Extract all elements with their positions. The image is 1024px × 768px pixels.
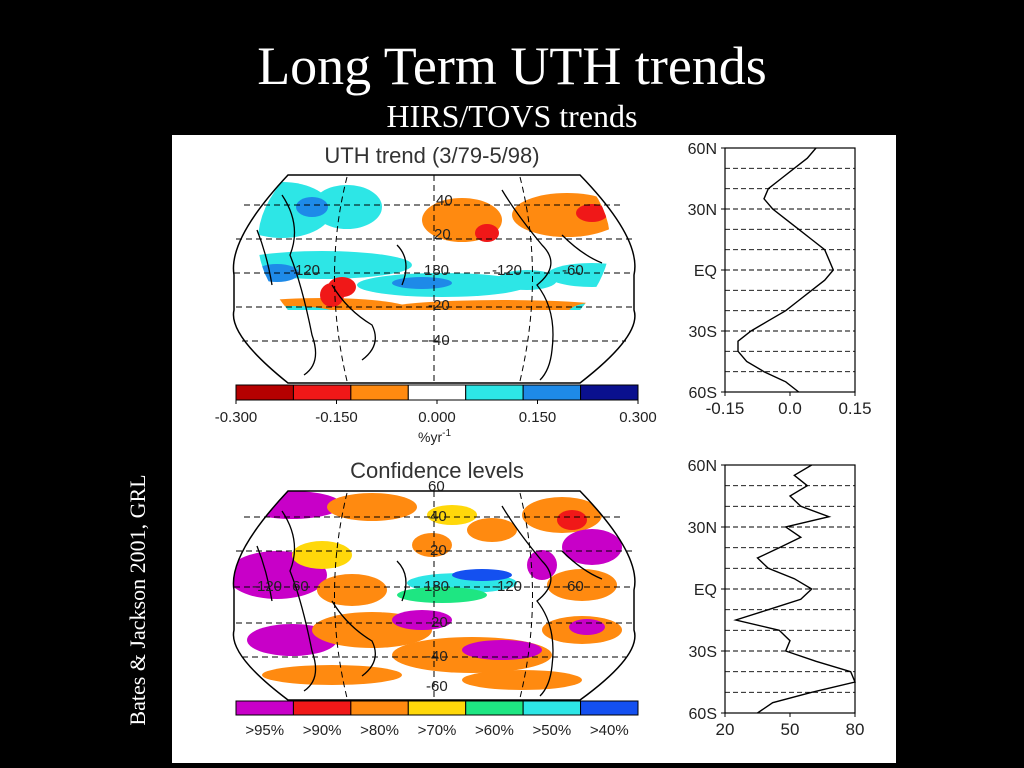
zonal-ylabel: 60S bbox=[689, 385, 717, 402]
colorbar-tick-label: 0.150 bbox=[519, 409, 557, 426]
trend-colorbar bbox=[235, 384, 639, 401]
map2-label-m120: -120 bbox=[492, 578, 522, 595]
colorbar-swatch bbox=[350, 384, 409, 401]
colorbar-swatch bbox=[465, 384, 524, 401]
map1-label-m20: -20 bbox=[428, 297, 450, 314]
map1-graticule-labels: 40 20 -120 -20 -40 180 -120 -60 bbox=[290, 192, 584, 349]
legend-swatch bbox=[292, 700, 352, 716]
zonal-ylabel: 30N bbox=[688, 520, 717, 537]
map2-label-lon1: -120 bbox=[252, 578, 282, 595]
map2-label-20: 20 bbox=[430, 542, 447, 559]
colorbar-tick-label: -0.300 bbox=[215, 409, 258, 426]
legend-swatch bbox=[465, 700, 524, 716]
map2-label-m60: -60 bbox=[426, 678, 448, 695]
map2-label-180: 180 bbox=[424, 578, 449, 595]
legend-swatch bbox=[235, 700, 294, 716]
map1-title: UTH trend (3/79-5/98) bbox=[324, 143, 539, 168]
zonal-xlabel: 20 bbox=[716, 720, 735, 739]
zonal-ylabel: 60N bbox=[688, 458, 717, 475]
map1-outline bbox=[232, 174, 636, 384]
trend-zonal-plot: 60N 30N EQ 30S 60S-0.15 0.0 0.15 bbox=[688, 141, 872, 418]
map2-title: Confidence levels bbox=[350, 458, 524, 483]
legend-swatch bbox=[522, 700, 582, 716]
colorbar-tick-label: 0.300 bbox=[619, 409, 657, 426]
confidence-legend bbox=[235, 700, 639, 716]
slide-subtitle: HIRS/TOVS trends bbox=[386, 98, 638, 134]
zonal-xlabel: 0.0 bbox=[778, 399, 802, 418]
zonal-ylabel: 30S bbox=[689, 644, 717, 661]
legend-label: >95% bbox=[245, 722, 284, 739]
map1-label-m60: -60 bbox=[562, 262, 584, 279]
map2-graticule bbox=[234, 491, 634, 700]
colorbar-swatch bbox=[407, 384, 467, 401]
map2-label-lon2: 60 bbox=[292, 578, 309, 595]
zonal-ylabel: 60S bbox=[689, 706, 717, 723]
legend-label: >60% bbox=[475, 722, 514, 739]
legend-label: >70% bbox=[418, 722, 457, 739]
map1-label-40: 40 bbox=[436, 192, 453, 209]
slide-title: Long Term UTH trends bbox=[257, 36, 767, 96]
confidence-legend-labels: >95% >90% >80% >70% >60% >50% >40% bbox=[245, 722, 628, 739]
map2-label-m40: -40 bbox=[426, 648, 448, 665]
map1-label-m120: -120 bbox=[492, 262, 522, 279]
colorbar-tick-label: -0.150 bbox=[315, 409, 358, 426]
map1-label-20: 20 bbox=[434, 226, 451, 243]
map1-coastlines bbox=[256, 189, 603, 381]
colorbar-swatch bbox=[235, 384, 294, 401]
zonal-series-line bbox=[737, 147, 835, 393]
colorbar-tick-label: 0.000 bbox=[418, 409, 456, 426]
figure-svg: UTH trend (3/79-5/98) bbox=[215, 141, 872, 739]
zonal-xlabel: 50 bbox=[781, 720, 800, 739]
map2-label-40: 40 bbox=[430, 508, 447, 525]
legend-swatch bbox=[580, 700, 639, 716]
zonal-xlabel: -0.15 bbox=[706, 399, 745, 418]
map2-outline bbox=[232, 490, 636, 701]
zonal-ylabel: EQ bbox=[694, 263, 717, 280]
zonal-ylabel: 60N bbox=[688, 141, 717, 158]
zonal-xlabel: 0.15 bbox=[838, 399, 871, 418]
trend-colorbar-ticks: -0.300 -0.150 0.000 0.150 0.300 bbox=[215, 400, 657, 426]
colorbar-swatch bbox=[292, 384, 352, 401]
map1-label-lon1: -120 bbox=[290, 262, 320, 279]
trend-colorbar-unit: %yr-1 bbox=[418, 428, 451, 445]
zonal-series-line bbox=[733, 464, 856, 714]
zonal-xlabel: 80 bbox=[846, 720, 865, 739]
zonal-ylabel: EQ bbox=[694, 582, 717, 599]
zonal-ylabel: 30S bbox=[689, 324, 717, 341]
map1-graticule bbox=[234, 175, 634, 383]
legend-label: >40% bbox=[590, 722, 629, 739]
map2-coastlines bbox=[256, 505, 603, 697]
legend-swatch bbox=[350, 700, 409, 716]
map2-label-m20: -20 bbox=[426, 614, 448, 631]
legend-label: >80% bbox=[360, 722, 399, 739]
figure-panel: UTH trend (3/79-5/98) bbox=[172, 135, 896, 763]
legend-swatch bbox=[407, 700, 467, 716]
citation-label: Bates & Jackson 2001, GRL bbox=[125, 474, 150, 726]
zonal-ylabel: 30N bbox=[688, 202, 717, 219]
map2-label-m60b: -60 bbox=[562, 578, 584, 595]
legend-label: >90% bbox=[303, 722, 342, 739]
colorbar-swatch bbox=[522, 384, 582, 401]
map2-graticule-labels: 60 40 20 -120 -20 -40 -60 60 180 -120 -6… bbox=[252, 478, 584, 695]
colorbar-swatch bbox=[580, 384, 639, 401]
legend-label: >50% bbox=[532, 722, 571, 739]
map1-label-180: 180 bbox=[424, 262, 449, 279]
map2-label-60: 60 bbox=[428, 478, 445, 495]
map1-label-m40: -40 bbox=[428, 332, 450, 349]
